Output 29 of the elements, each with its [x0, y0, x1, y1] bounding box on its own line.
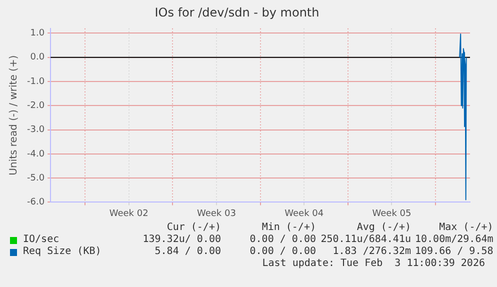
- y-tick-label: -3.0: [27, 125, 45, 136]
- y-tick-label: -1.0: [27, 76, 45, 87]
- text: Max (-/+): [438, 222, 494, 234]
- text: 109.66 / 9.58: [414, 246, 494, 258]
- text: Min (-/+): [260, 222, 317, 234]
- x-tick-label: Week 03: [196, 208, 236, 219]
- x-tick-label: Week 04: [284, 208, 324, 219]
- y-tick-label: -4.0: [27, 149, 45, 160]
- text: Cur (-/+): [166, 222, 222, 234]
- text: Avg (-/+): [356, 222, 412, 234]
- text: 10.00m/29.64m: [414, 234, 494, 246]
- x-tick-label: Week 02: [109, 208, 148, 219]
- text: 139.32u/ 0.00: [142, 234, 222, 246]
- y-tick-label: 1.0: [30, 28, 45, 39]
- y-axis-title: Units read (-) / write (+): [8, 55, 20, 176]
- legend-label: IO/sec: [22, 234, 60, 246]
- text: Last update: Tue Feb 3 11:00:39 2026: [261, 258, 485, 270]
- y-tick-label: -2.0: [27, 100, 45, 111]
- text: 0.00 / 0.00: [248, 234, 317, 246]
- legend-label: Req Size (KB): [22, 246, 102, 258]
- text: 1.83 /276.32m: [332, 246, 412, 258]
- text: 5.84 / 0.00: [154, 246, 222, 258]
- chart-title: IOs for /dev/sdn - by month: [154, 5, 320, 20]
- y-tick-label: 0.0: [30, 52, 45, 63]
- y-tick-label: -5.0: [27, 173, 45, 184]
- x-tick-label: Week 05: [372, 208, 412, 219]
- y-tick-label: -6.0: [27, 198, 45, 208]
- text: 250.11u/684.41u: [320, 234, 412, 246]
- text: 0.00 / 0.00: [248, 246, 317, 258]
